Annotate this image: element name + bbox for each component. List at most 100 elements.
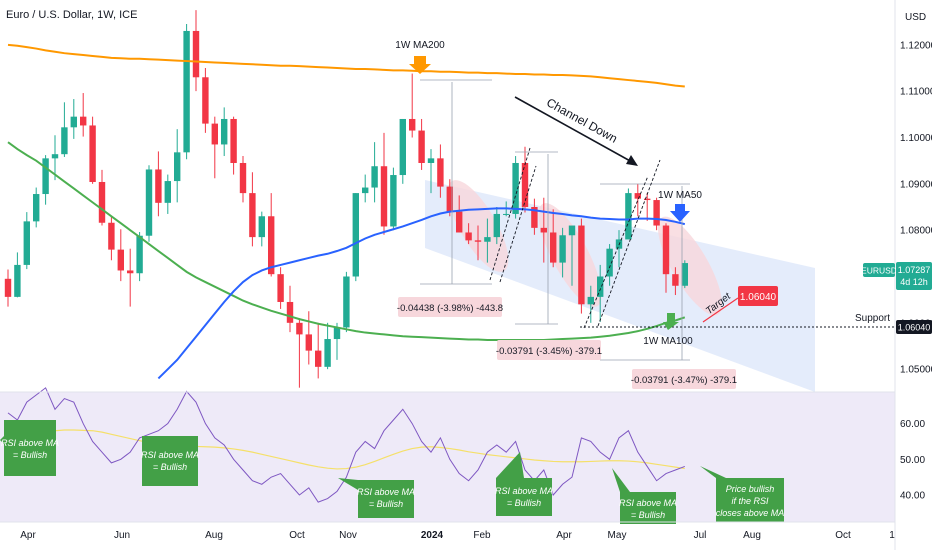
- rsi-note-6: Price bullish if the RSI closes above MA: [700, 466, 784, 522]
- svg-text:RSI above MA: RSI above MA: [357, 487, 415, 497]
- price-tick-label: 1.11000: [900, 87, 932, 98]
- time-tick-label: 2024: [421, 530, 444, 541]
- candle-body: [578, 225, 585, 305]
- candle-body: [362, 187, 369, 194]
- svg-text:= Bullish: = Bullish: [507, 498, 541, 508]
- ma200-marker-icon: [409, 56, 431, 74]
- candle-body: [493, 213, 500, 238]
- candle-body: [409, 118, 416, 131]
- candle-body: [465, 232, 472, 241]
- time-tick-label: May: [608, 530, 627, 541]
- rsi-note-callouts: RSI above MA = Bullish RSI above MA = Bu…: [0, 418, 784, 524]
- candle-body: [174, 152, 181, 182]
- rsi-note-4: RSI above MA = Bullish: [495, 452, 553, 516]
- channel-down-arrow: [514, 96, 633, 163]
- candle-body: [352, 193, 359, 277]
- candle-body: [644, 198, 651, 201]
- candle-body: [98, 181, 106, 223]
- candle-body: [587, 296, 594, 305]
- candle-body: [211, 123, 218, 145]
- candle-body: [503, 213, 510, 215]
- rsi-note-3: RSI above MA = Bullish: [338, 478, 415, 518]
- ma100-marker-icon: [663, 313, 679, 330]
- candle-body: [427, 158, 435, 163]
- candle-body: [634, 193, 641, 199]
- candle-body: [249, 193, 256, 238]
- candle-body: [286, 301, 294, 323]
- candle-body: [672, 274, 679, 286]
- measure-3-box: [632, 369, 736, 389]
- ma50-line: [157, 207, 686, 380]
- rsi-tick-label: 50.00: [900, 455, 925, 466]
- candle-body: [550, 232, 557, 263]
- time-tick-label: 1: [889, 530, 895, 541]
- target-value: 1.06040: [740, 292, 777, 303]
- svg-text:= Bullish: = Bullish: [153, 462, 187, 472]
- candle-body: [61, 127, 68, 155]
- time-tick-label: Feb: [473, 530, 491, 541]
- candle-body: [145, 169, 153, 236]
- rsi-note-2: RSI above MA = Bullish: [132, 418, 199, 486]
- candle-body: [155, 169, 162, 203]
- target-box: [738, 286, 778, 306]
- countdown: 4d 12h: [900, 277, 928, 287]
- support-label: Support: [855, 313, 890, 324]
- support-tag: 1.06040: [898, 323, 931, 333]
- candle-body: [380, 166, 388, 227]
- candle-body: [89, 125, 96, 182]
- time-tick-label: Nov: [339, 530, 357, 541]
- price-tick-label: 1.08000: [900, 226, 932, 237]
- rsi-axis[interactable]: 60.00 50.00 40.00: [900, 419, 925, 501]
- channel-down-label: Channel Down: [544, 95, 620, 145]
- rsi-tick-label: 40.00: [900, 491, 925, 502]
- candle-body: [258, 216, 265, 238]
- time-tick-label: Aug: [743, 530, 761, 541]
- candle-body: [23, 221, 30, 265]
- candle-body: [192, 30, 200, 78]
- measure-3-text: -0.03791 (-3.47%) -379.1: [631, 375, 737, 386]
- candle-body: [540, 227, 547, 233]
- candle-body: [653, 200, 660, 226]
- time-axis[interactable]: Apr Jun Aug Oct Nov 2024 Feb Apr May Jul Aug Oct 1: [20, 530, 895, 541]
- measure-2-text: -0.03791 (-3.45%) -379.1: [496, 346, 602, 357]
- rsi-note-1: RSI above MA = Bullish: [0, 420, 59, 476]
- ma50-marker-icon: [670, 204, 690, 222]
- ma50-label: 1W MA50: [658, 190, 702, 201]
- candle-body: [625, 193, 632, 240]
- measure-1-text: -0.04438 (-3.98%) -443.8: [397, 303, 503, 314]
- rsi-ma-line: [7, 429, 685, 470]
- svg-text:= Bullish: = Bullish: [631, 510, 665, 520]
- candle-body: [343, 276, 350, 328]
- ma200-label: 1W MA200: [395, 40, 445, 51]
- candle-body: [127, 270, 134, 274]
- rsi-tick-label: 60.00: [900, 419, 925, 430]
- ma100-label: 1W MA100: [643, 336, 693, 347]
- price-tag: 1.07287: [898, 265, 931, 275]
- time-tick-label: Oct: [289, 530, 305, 541]
- candle-body: [521, 162, 529, 207]
- candle-body: [296, 322, 303, 335]
- candle-body: [80, 116, 87, 126]
- candles-group: [4, 10, 688, 388]
- candle-body: [597, 276, 604, 297]
- candle-body: [230, 118, 237, 163]
- candle-body: [51, 154, 59, 159]
- candle-body: [315, 350, 322, 367]
- candle-body: [305, 334, 312, 351]
- price-tag-bg: [896, 262, 932, 290]
- ma200-line: [7, 43, 685, 88]
- svg-text:RSI above MA: RSI above MA: [1, 438, 59, 448]
- candle-body: [568, 225, 576, 236]
- rsi-lines-group: [7, 387, 685, 503]
- candle-body: [333, 327, 341, 340]
- channel-down-arrowhead: [626, 155, 638, 166]
- candle-body: [4, 278, 12, 297]
- candle-body: [117, 249, 124, 271]
- candle-body: [70, 116, 77, 128]
- candle-body: [164, 181, 171, 203]
- rsi-line: [7, 387, 685, 503]
- target-arrow: [702, 297, 739, 323]
- candle-body: [14, 264, 21, 297]
- time-tick-label: Aug: [205, 530, 223, 541]
